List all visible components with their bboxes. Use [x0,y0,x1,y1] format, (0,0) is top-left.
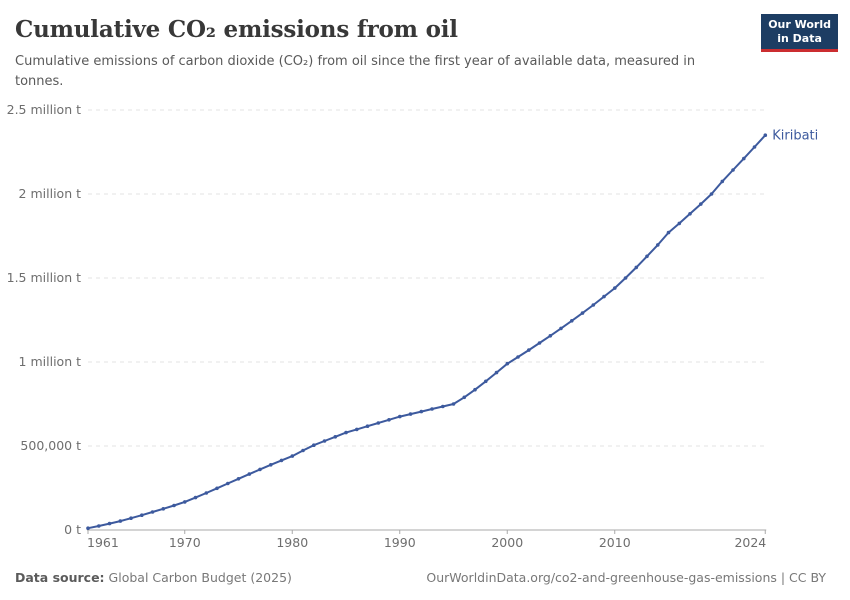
y-tick-label: 1.5 million t [7,270,81,285]
data-point [602,294,606,299]
data-point [333,435,338,439]
owid-logo[interactable]: Our World in Data [761,14,838,52]
data-point [516,355,520,359]
data-point [279,458,284,463]
y-tick-label: 500,000 t [20,438,81,453]
data-point [752,145,757,149]
data-point [656,243,660,247]
x-tick-label: 2010 [599,535,631,550]
data-point [258,467,262,472]
data-point [322,439,327,443]
data-point [107,521,112,526]
data-point [537,341,542,345]
data-point [613,286,617,290]
owid-logo-line1: Our World [768,18,831,31]
data-point [731,168,735,172]
data-point [473,387,477,392]
chart-title: Cumulative CO₂ emissions from oil [15,16,458,43]
data-point [570,319,574,323]
data-point [441,404,445,409]
data-point [172,503,176,508]
data-point [527,348,531,352]
data-point [398,414,402,419]
data-point [462,395,467,400]
data-point [236,477,241,481]
data-point [161,507,166,511]
data-point [494,370,499,375]
data-point [709,192,714,196]
data-point [763,133,768,137]
data-point [344,430,348,435]
data-point [215,486,219,491]
data-point [193,495,198,500]
data-point [312,443,316,448]
data-point [645,254,649,259]
x-tick-label: 1961 [87,535,119,550]
data-point [290,454,295,458]
data-point [559,326,563,331]
data-point [677,221,682,226]
footer-url-license[interactable]: OurWorldinData.org/co2-and-greenhouse-ga… [426,570,826,585]
y-tick-label: 0 t [64,522,81,537]
data-point [580,311,585,315]
x-tick-label: 1970 [169,535,201,550]
x-tick-label: 2024 [734,535,766,550]
data-source-text: Global Carbon Budget (2025) [108,570,292,585]
data-point [226,481,230,486]
data-point [634,265,639,270]
data-point [150,510,155,514]
y-tick-label: 2 million t [19,186,82,201]
owid-logo-line2: in Data [777,31,822,45]
data-point [97,524,101,528]
y-tick-label: 1 million t [19,354,82,369]
chart-canvas: 0 t 500,000 t 1 million t 1.5 million t 2 mi… [7,102,819,550]
data-point [484,379,488,384]
data-point [623,276,628,280]
data-point [269,463,273,467]
data-point [140,513,144,517]
data-point [129,516,133,520]
data-point [548,334,553,338]
data-point [419,409,424,414]
data-point [118,519,123,523]
data-point [365,424,370,429]
data-point [699,202,703,206]
data-point [430,407,434,411]
data-point [355,427,359,432]
data-point [408,412,413,416]
data-point [247,472,252,476]
data-point [591,303,596,307]
data-point [183,500,187,504]
data-source: Data source: Global Carbon Budget (2025) [15,570,292,585]
data-point [688,212,692,216]
x-tick-label: 2000 [491,535,523,550]
x-tick-label: 1980 [276,535,308,550]
y-tick-label: 2.5 million t [7,102,81,117]
data-point [86,526,90,530]
data-point [505,361,510,366]
x-tick-label: 1990 [384,535,416,550]
data-point [204,491,209,495]
data-point [301,448,305,453]
data-point [451,402,456,406]
series-end-label: Kiribati [772,129,818,144]
chart-footer: Data source: Global Carbon Budget (2025)… [15,570,826,585]
series-line [87,134,767,530]
data-source-label: Data source: [15,570,105,585]
data-point [387,418,391,422]
data-point [666,230,671,235]
data-point [376,421,381,425]
data-point [742,156,746,161]
data-point [720,179,725,184]
chart-subtitle: Cumulative emissions of carbon dioxide (… [15,54,696,89]
